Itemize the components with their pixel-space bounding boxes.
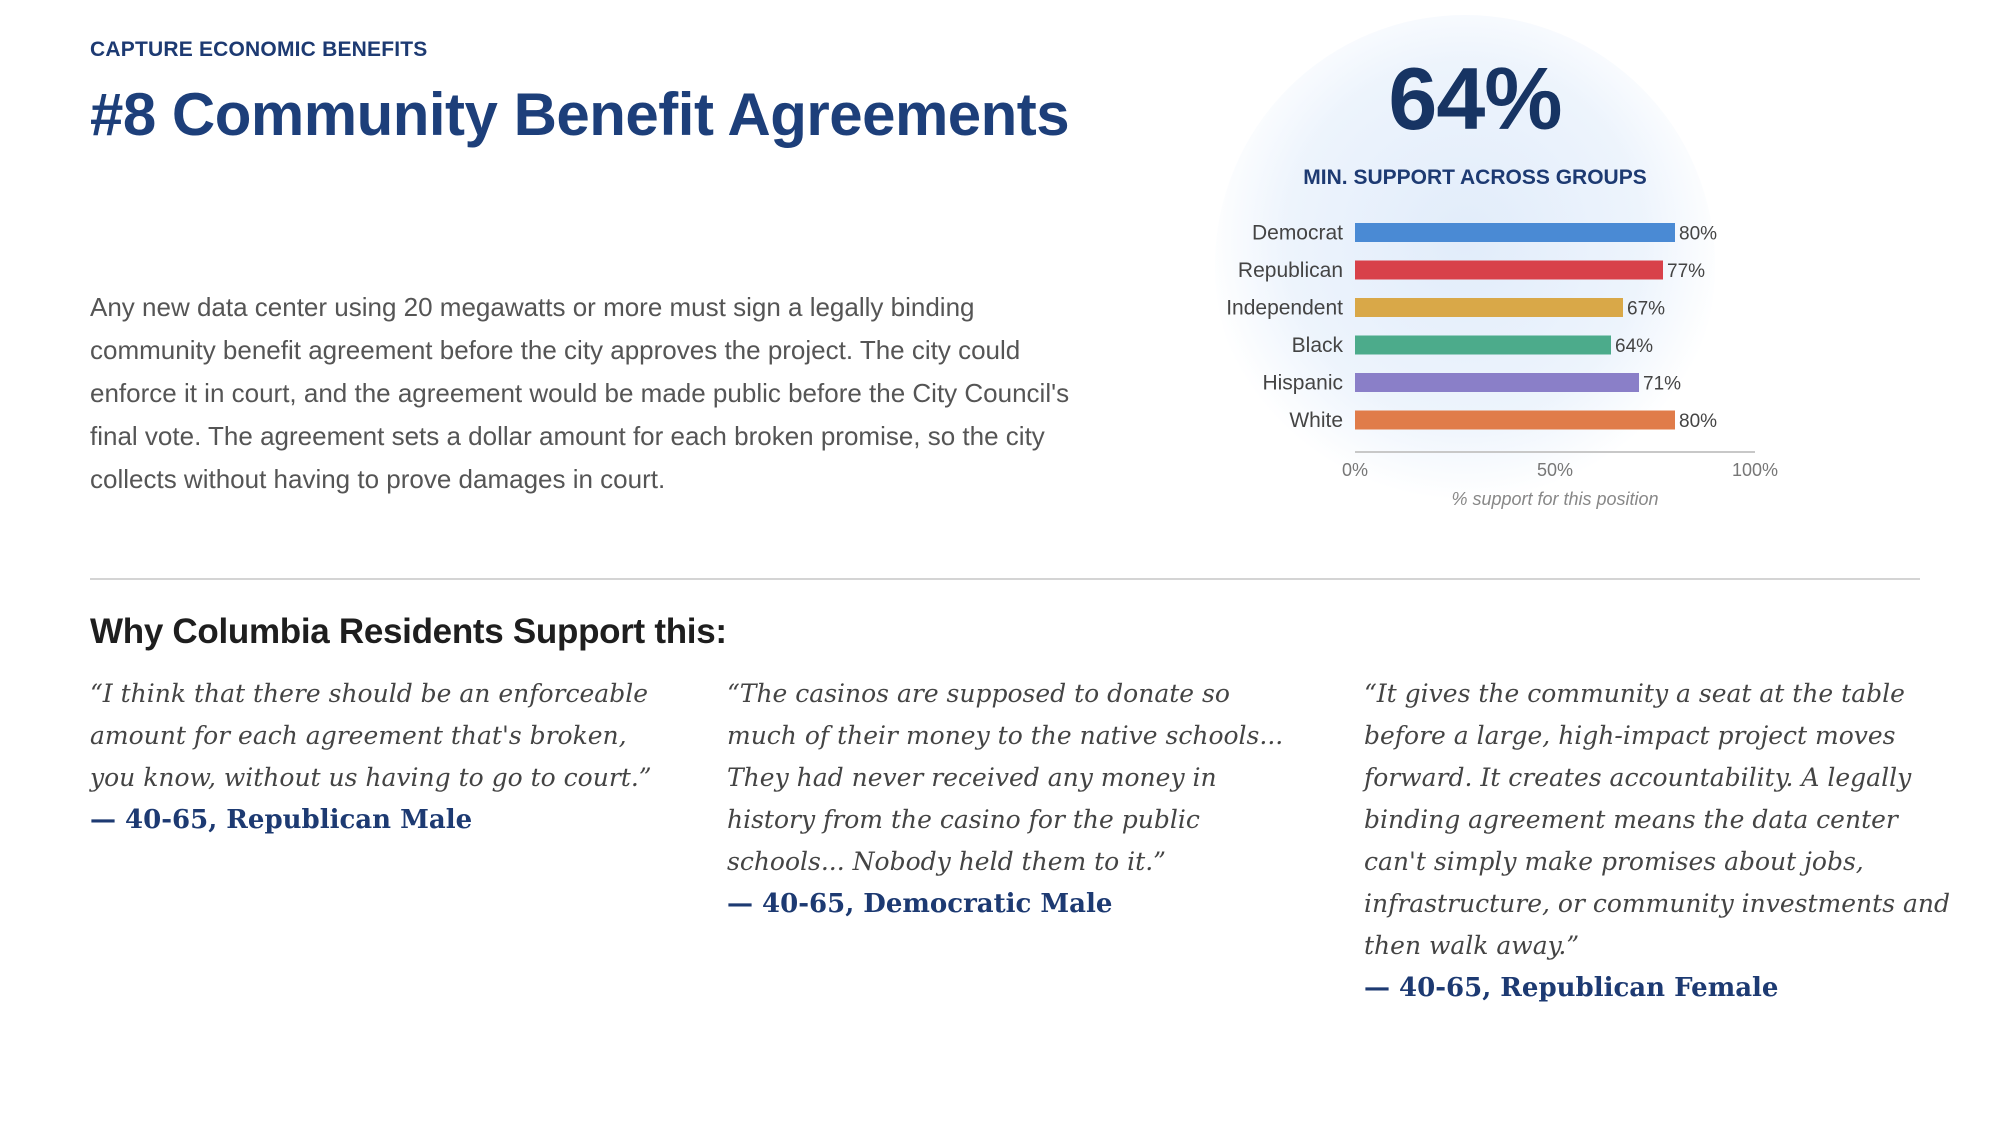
x-tick-label: 50% (1537, 460, 1573, 480)
quotes-heading: Why Columbia Residents Support this: (90, 612, 727, 651)
data-label: 80% (1679, 224, 1717, 245)
quote-attribution: — 40-65, Republican Male (90, 805, 473, 835)
min-support-value: 64% (1388, 49, 1562, 148)
quote-text: “It gives the community a seat at the ta… (1364, 679, 1950, 960)
data-label: 77% (1667, 261, 1705, 282)
bar (1355, 223, 1675, 242)
bar (1355, 335, 1611, 355)
x-tick-label: 100% (1732, 460, 1778, 480)
bar (1355, 298, 1623, 317)
bar (1355, 260, 1663, 280)
section-eyebrow: CAPTURE ECONOMIC BENEFITS (90, 38, 428, 61)
quote-card: “It gives the community a seat at the ta… (1364, 673, 1964, 1009)
category-label: White (1289, 409, 1343, 432)
section-divider (90, 578, 1920, 580)
policy-description: Any new data center using 20 megawatts o… (90, 292, 1070, 494)
page-title: #8 Community Benefit Agreements (90, 81, 1070, 148)
category-label: Black (1292, 334, 1344, 357)
data-label: 80% (1679, 411, 1717, 432)
category-label: Republican (1238, 259, 1343, 282)
quote-attribution: — 40-65, Republican Female (1364, 973, 1779, 1003)
data-label: 64% (1615, 336, 1653, 357)
x-axis-title: % support for this position (1451, 489, 1658, 509)
quote-card: “The casinos are supposed to donate so m… (727, 673, 1307, 925)
category-label: Democrat (1252, 222, 1343, 245)
data-label: 71% (1643, 374, 1681, 395)
quote-card: “I think that there should be an enforce… (90, 673, 670, 841)
category-label: Independent (1226, 297, 1343, 320)
bar (1355, 373, 1639, 392)
x-tick-label: 0% (1342, 460, 1368, 480)
quote-attribution: — 40-65, Democratic Male (727, 889, 1113, 919)
quote-text: “I think that there should be an enforce… (90, 679, 652, 792)
quote-text: “The casinos are supposed to donate so m… (727, 679, 1284, 876)
min-support-label: MIN. SUPPORT ACROSS GROUPS (1303, 166, 1647, 189)
bar (1355, 410, 1675, 430)
category-label: Hispanic (1262, 372, 1343, 395)
support-bar-chart: Democrat 80% Republican 77% Independent 67% Bl… (1226, 222, 1778, 510)
data-label: 67% (1627, 299, 1665, 320)
